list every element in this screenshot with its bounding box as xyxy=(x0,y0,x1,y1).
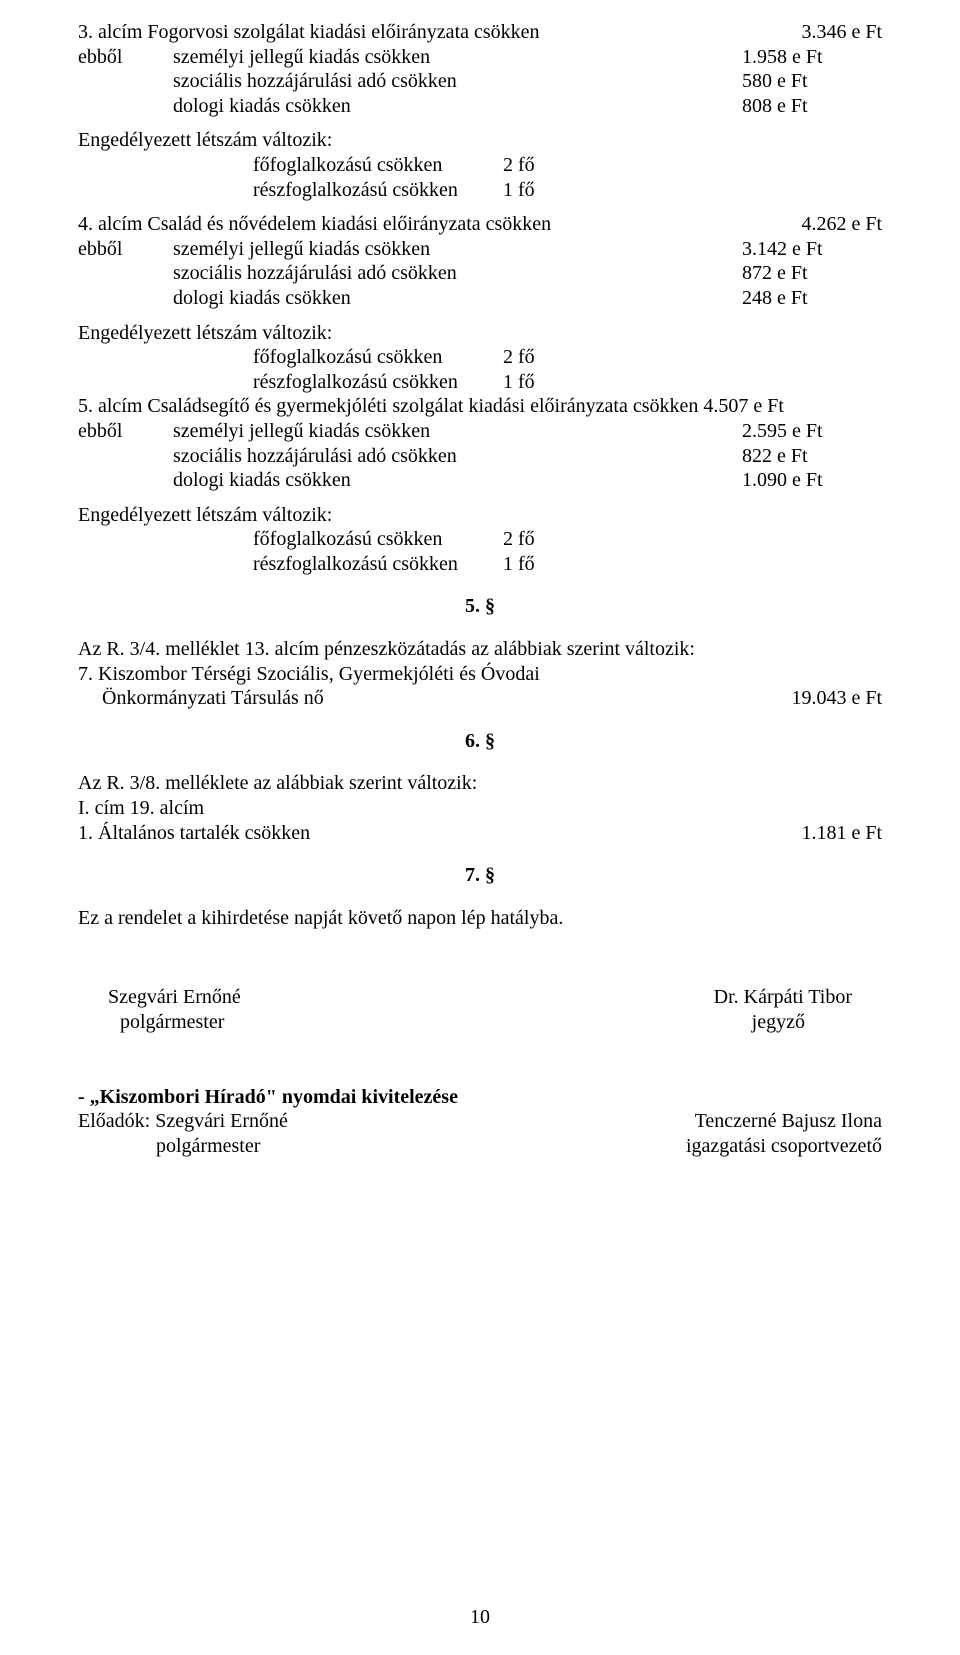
topic-block: - „Kiszombori Híradó" nyomdai kivitelezé… xyxy=(78,1085,882,1159)
s4-item-3-amount: 248 e Ft xyxy=(702,286,882,311)
s3-item-1-amount: 1.958 e Ft xyxy=(702,45,882,70)
s3-item-1: ebből személyi jellegű kiadás csökken 1.… xyxy=(78,45,882,70)
s4-item-1: ebből személyi jellegű kiadás csökken 3.… xyxy=(78,237,882,262)
s3-item-3-label: dologi kiadás csökken xyxy=(173,94,702,119)
s4-item-1-label: személyi jellegű kiadás csökken xyxy=(173,237,702,262)
s4-letszam-heading: Engedélyezett létszám változik: xyxy=(78,321,882,346)
s4-item-3-label: dologi kiadás csökken xyxy=(173,286,702,311)
ebbol-label-2: ebből xyxy=(78,237,173,262)
s4-letszam-2-amount: 1 fő xyxy=(503,370,535,395)
s5-item-1-label: személyi jellegű kiadás csökken xyxy=(173,419,702,444)
sec6-item-row: 1. Általános tartalék csökken 1.181 e Ft xyxy=(78,821,882,846)
s5-item-3-label: dologi kiadás csökken xyxy=(173,468,702,493)
section-3-total: 3.346 e Ft xyxy=(781,20,882,45)
s5-item-3: dologi kiadás csökken 1.090 e Ft xyxy=(78,468,882,493)
section-5-title: 5. alcím Családsegítő és gyermekjóléti s… xyxy=(78,394,882,419)
sec5-amount: 19.043 e Ft xyxy=(771,686,882,711)
s4-item-2: szociális hozzájárulási adó csökken 872 … xyxy=(78,261,882,286)
s5-letszam-2-label: részfoglalkozású csökken xyxy=(253,552,503,577)
s3-letszam-1-amount: 2 fő xyxy=(503,153,535,178)
s4-letszam-2-label: részfoglalkozású csökken xyxy=(253,370,503,395)
s3-item-2-amount: 580 e Ft xyxy=(702,69,882,94)
s5-letszam-1-label: főfoglalkozású csökken xyxy=(253,527,503,552)
document-page: 3. alcím Fogorvosi szolgálat kiadási elő… xyxy=(0,0,960,1655)
s3-letszam-heading: Engedélyezett létszám változik: xyxy=(78,128,882,153)
section-3-heading: 3. alcím Fogorvosi szolgálat kiadási elő… xyxy=(78,20,882,45)
s5-item-1-amount: 2.595 e Ft xyxy=(702,419,882,444)
sec5-item-b: Önkormányzati Társulás nő xyxy=(78,686,324,711)
s3-item-1-label: személyi jellegű kiadás csökken xyxy=(173,45,702,70)
signature-block: Szegvári Ernőné polgármester Dr. Kárpáti… xyxy=(78,985,882,1034)
s5-letszam-heading: Engedélyezett létszám változik: xyxy=(78,503,882,528)
s3-item-3-amount: 808 e Ft xyxy=(702,94,882,119)
s3-letszam-2: részfoglalkozású csökken 1 fő xyxy=(78,178,882,203)
s4-letszam-1-label: főfoglalkozású csökken xyxy=(253,345,503,370)
section-4-total: 4.262 e Ft xyxy=(781,212,882,237)
sign-left-title: polgármester xyxy=(108,1010,241,1035)
paragraph-mark-7: 7. § xyxy=(78,863,882,888)
s5-letszam-1-amount: 2 fő xyxy=(503,527,535,552)
s4-item-2-label: szociális hozzájárulási adó csökken xyxy=(173,261,702,286)
sec6-item: 1. Általános tartalék csökken xyxy=(78,821,310,846)
sign-left-name: Szegvári Ernőné xyxy=(108,985,241,1010)
s5-item-2-label: szociális hozzájárulási adó csökken xyxy=(173,444,702,469)
sec5-item-b-row: Önkormányzati Társulás nő 19.043 e Ft xyxy=(78,686,882,711)
s5-letszam-2: részfoglalkozású csökken 1 fő xyxy=(78,552,882,577)
topic-presenter-label: Előadók: Szegvári Ernőné xyxy=(78,1109,288,1134)
s5-item-2-amount: 822 e Ft xyxy=(702,444,882,469)
sec7-text: Ez a rendelet a kihirdetése napját követ… xyxy=(78,906,882,931)
signature-left: Szegvári Ernőné polgármester xyxy=(108,985,241,1034)
topic-right-title: igazgatási csoportvezető xyxy=(686,1134,882,1159)
s3-letszam-2-amount: 1 fő xyxy=(503,178,535,203)
ebbol-label-3: ebből xyxy=(78,419,173,444)
topic-row-2: polgármester igazgatási csoportvezető xyxy=(78,1134,882,1159)
section-3-title: 3. alcím Fogorvosi szolgálat kiadási elő… xyxy=(78,20,781,45)
s3-letszam-2-label: részfoglalkozású csökken xyxy=(253,178,503,203)
s5-item-3-amount: 1.090 e Ft xyxy=(702,468,882,493)
topic-right-name: Tenczerné Bajusz Ilona xyxy=(695,1109,882,1134)
signature-right: Dr. Kárpáti Tibor jegyző xyxy=(714,985,852,1034)
s3-item-3: dologi kiadás csökken 808 e Ft xyxy=(78,94,882,119)
s3-item-2: szociális hozzájárulási adó csökken 580 … xyxy=(78,69,882,94)
sec6-line1: Az R. 3/8. melléklete az alábbiak szerin… xyxy=(78,771,882,796)
s3-item-2-label: szociális hozzájárulási adó csökken xyxy=(173,69,702,94)
section-4-title: 4. alcím Család és nővédelem kiadási elő… xyxy=(78,212,781,237)
s5-letszam-1: főfoglalkozású csökken 2 fő xyxy=(78,527,882,552)
ebbol-label: ebből xyxy=(78,45,173,70)
s4-item-1-amount: 3.142 e Ft xyxy=(702,237,882,262)
s4-letszam-1: főfoglalkozású csökken 2 fő xyxy=(78,345,882,370)
sec6-line2: I. cím 19. alcím xyxy=(78,796,882,821)
sign-right-name: Dr. Kárpáti Tibor xyxy=(714,985,852,1010)
topic-presenter-title: polgármester xyxy=(78,1134,260,1159)
sec5-item-a: 7. Kiszombor Térségi Szociális, Gyermekj… xyxy=(78,662,882,687)
topic-title: - „Kiszombori Híradó" nyomdai kivitelezé… xyxy=(78,1085,882,1110)
s5-letszam-2-amount: 1 fő xyxy=(503,552,535,577)
paragraph-mark-6: 6. § xyxy=(78,729,882,754)
s3-letszam-1-label: főfoglalkozású csökken xyxy=(253,153,503,178)
s3-letszam-1: főfoglalkozású csökken 2 fő xyxy=(78,153,882,178)
s4-letszam-2: részfoglalkozású csökken 1 fő xyxy=(78,370,882,395)
s5-item-1: ebből személyi jellegű kiadás csökken 2.… xyxy=(78,419,882,444)
s4-letszam-1-amount: 2 fő xyxy=(503,345,535,370)
sec5-line1: Az R. 3/4. melléklet 13. alcím pénzeszkö… xyxy=(78,637,882,662)
page-number: 10 xyxy=(0,1605,960,1630)
s4-item-3: dologi kiadás csökken 248 e Ft xyxy=(78,286,882,311)
topic-row-1: Előadók: Szegvári Ernőné Tenczerné Bajus… xyxy=(78,1109,882,1134)
s4-item-2-amount: 872 e Ft xyxy=(702,261,882,286)
sign-right-title: jegyző xyxy=(714,1010,852,1035)
section-4-heading: 4. alcím Család és nővédelem kiadási elő… xyxy=(78,212,882,237)
paragraph-mark-5: 5. § xyxy=(78,594,882,619)
sec6-amount: 1.181 e Ft xyxy=(781,821,882,846)
s5-item-2: szociális hozzájárulási adó csökken 822 … xyxy=(78,444,882,469)
